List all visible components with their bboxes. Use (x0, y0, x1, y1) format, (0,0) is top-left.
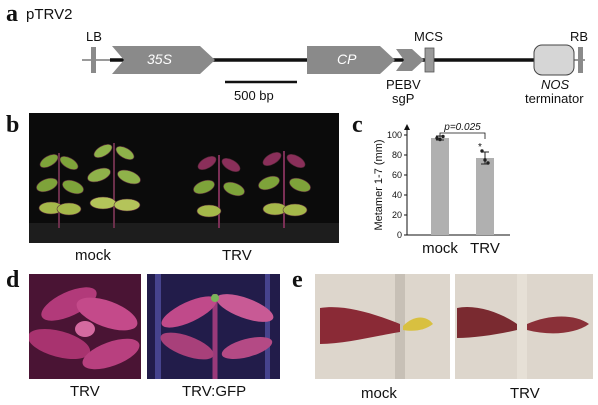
terminator-label: terminator (525, 91, 584, 106)
sgp-label: sgP (392, 91, 415, 106)
mock-stem-photo (315, 274, 450, 379)
trv-closeup-photo (29, 274, 141, 379)
y-tick-label: 20 (392, 210, 402, 220)
p-value-annotation: p=0.025 (443, 122, 481, 133)
pebv-sgp-arrow (396, 49, 424, 71)
mcs-box (424, 47, 435, 73)
scale-bar-label: 500 bp (234, 88, 274, 103)
y-axis-arrow (404, 124, 410, 130)
mock-stem-illustration (315, 274, 450, 379)
vector-name: pTRV2 (26, 6, 73, 23)
panel-e-letter: e (292, 267, 303, 293)
significance-bracket (439, 132, 486, 139)
plant-group-4 (258, 151, 311, 228)
trv-gfp-closeup-illustration (147, 274, 280, 379)
lb-label: LB (86, 29, 102, 44)
pebv-label: PEBV (386, 77, 421, 92)
x-category-label-mock: mock (422, 240, 458, 257)
trv-closeup-illustration (29, 274, 141, 379)
panel-b-label-mock: mock (75, 247, 111, 264)
panel-e-label-trv: TRV (510, 385, 540, 402)
data-point-mock (438, 137, 442, 142)
panel-b-letter: b (6, 112, 20, 138)
y-tick-label: 0 (397, 230, 402, 240)
plants-illustration (29, 143, 339, 243)
y-axis-label: Metamer 1-7 (mm) (373, 139, 385, 230)
data-point-TRV (483, 158, 487, 162)
significance-asterisk: * (478, 142, 482, 153)
data-point-mock (435, 136, 439, 140)
panel-e-label-mock: mock (361, 385, 397, 402)
plant-group-1 (36, 153, 84, 228)
vector-map (82, 44, 585, 84)
bar-mock (431, 138, 449, 235)
trv-stem-illustration (455, 274, 593, 379)
nos-label: NOS (541, 77, 570, 92)
trv-gfp-closeup-photo (147, 274, 280, 379)
panel-a-letter: a (6, 1, 18, 27)
panel-c-letter: c (352, 112, 363, 138)
plant-group-3 (193, 155, 245, 228)
nos-terminator-box (533, 44, 575, 76)
promoter-35s-label: 35S (147, 51, 172, 67)
cp-label: CP (337, 51, 357, 67)
data-point-mock (441, 134, 445, 139)
data-point-TRV (486, 161, 490, 165)
promoter-35s-arrow (112, 46, 215, 74)
plant-group-2 (87, 143, 141, 228)
cp-arrow (307, 46, 395, 74)
panel-d-letter: d (6, 267, 20, 293)
rb-label: RB (570, 29, 589, 44)
y-tick-label: 100 (387, 130, 402, 140)
panel-b-label-trv: TRV (222, 247, 252, 264)
mcs-label: MCS (414, 29, 443, 44)
data-point-TRV (480, 149, 484, 153)
trv-stem-photo (455, 274, 593, 379)
y-tick-label: 40 (392, 190, 402, 200)
panel-d-label-trv-gfp: TRV:GFP (182, 383, 247, 400)
y-tick-label: 80 (392, 150, 402, 160)
lb-border (91, 47, 96, 73)
rb-border (578, 47, 583, 73)
bar-TRV (476, 158, 494, 235)
panel-d-label-trv: TRV (70, 383, 100, 400)
y-tick-label: 60 (392, 170, 402, 180)
plants-photo (29, 113, 339, 243)
x-category-label-TRV: TRV (470, 240, 500, 257)
